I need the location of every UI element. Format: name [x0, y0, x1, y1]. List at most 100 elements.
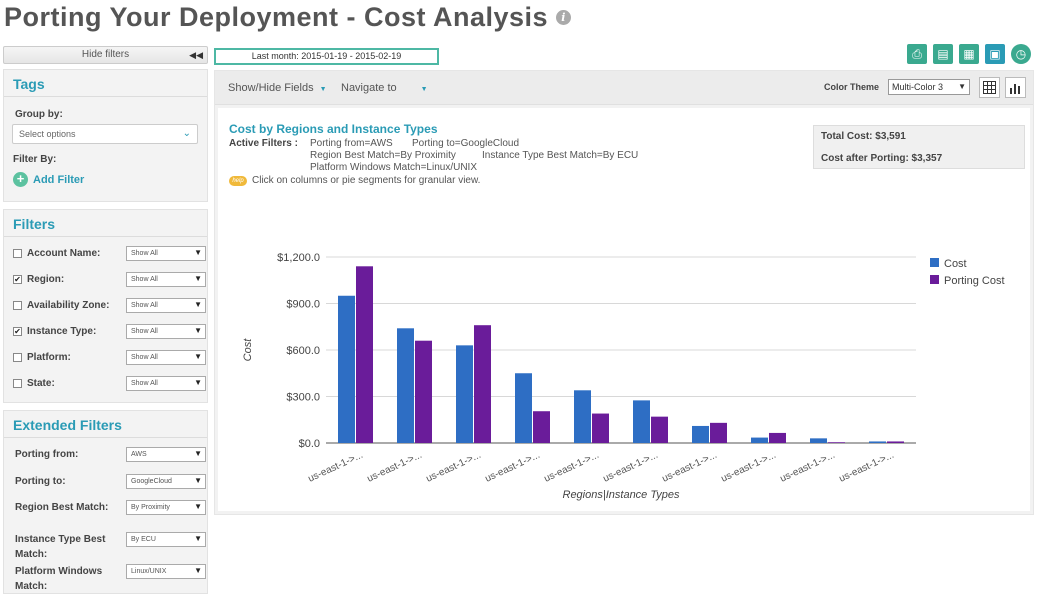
x-axis-label: Regions|Instance Types [563, 489, 680, 501]
help-icon: help [229, 175, 247, 186]
filter-select[interactable]: Show All ▼ [126, 271, 206, 287]
filter-checkbox[interactable] [13, 300, 22, 310]
filter-select[interactable]: Show All ▼ [126, 375, 206, 391]
bar-porting-cost[interactable] [828, 442, 845, 443]
filter-row: ✔ Instance Type: Show All ▼ [13, 323, 207, 339]
cost-bar-chart: $0.0 $300.0 $600.0 $900.0 $1,200.0 us-east-1-… [242, 252, 1005, 501]
bar-chart-icon [1010, 84, 1020, 94]
save-icon[interactable]: ▣ [985, 44, 1005, 64]
filter-checkbox[interactable]: ✔ [13, 274, 22, 284]
extended-filter-label: Porting from: [15, 449, 79, 460]
filter-select[interactable]: Show All ▼ [126, 349, 206, 365]
legend-swatch [930, 275, 939, 284]
dropdown-arrow-icon: ▼ [194, 351, 202, 361]
filter-select-value: Show All [131, 353, 158, 361]
filter-select[interactable]: Show All ▼ [126, 297, 206, 313]
y-tick-label: $1,200.0 [277, 252, 320, 264]
bar-porting-cost[interactable] [356, 266, 373, 443]
bar-cost[interactable] [810, 438, 827, 443]
filter-label: State: [27, 377, 55, 389]
schedule-icon[interactable]: ◷ [1011, 44, 1031, 64]
filter-row: Platform: Show All ▼ [13, 349, 207, 365]
y-tick-label: $900.0 [286, 299, 320, 311]
bar-porting-cost[interactable] [887, 441, 904, 443]
extended-filter-row: Instance Type Best Match: By ECU ▼ [15, 532, 207, 562]
x-tick-label: us-east-1->... [365, 450, 423, 485]
dropdown-arrow-icon: ▼ [194, 449, 202, 458]
pdf-icon[interactable]: ⎙ [907, 44, 927, 64]
bar-cost[interactable] [692, 425, 709, 443]
bar-porting-cost[interactable] [769, 432, 786, 443]
report-title: Cost by Regions and Instance Types [229, 122, 438, 136]
add-filter-button[interactable]: + Add Filter [13, 172, 84, 187]
bar-porting-cost[interactable] [533, 411, 550, 443]
bar-cost[interactable] [397, 328, 414, 443]
filter-checkbox[interactable] [13, 378, 22, 388]
color-theme-select[interactable]: Multi-Color 3 ▼ [888, 79, 970, 95]
color-theme-label: Color Theme [824, 82, 880, 92]
bar-cost[interactable] [574, 390, 591, 443]
extended-filter-value: GoogleCloud [131, 478, 172, 485]
show-hide-fields-dropdown[interactable]: Show/Hide Fields ▼ [228, 82, 327, 94]
dropdown-arrow-icon: ▼ [194, 325, 202, 335]
x-tick-label: us-east-1->... [424, 450, 482, 485]
chart-view-button[interactable] [1005, 77, 1026, 98]
dropdown-arrow-icon: ▼ [194, 299, 202, 309]
extended-filter-value: By ECU [131, 536, 156, 543]
filter-select-value: Show All [131, 249, 158, 257]
bar-cost[interactable] [515, 373, 532, 443]
cost-after-porting: Cost after Porting: $3,357 [821, 153, 943, 164]
dropdown-arrow-icon: ▼ [194, 534, 202, 543]
extended-filter-select[interactable]: Linux/UNIX ▼ [126, 564, 206, 579]
bar-cost[interactable] [869, 441, 886, 443]
report-icon[interactable]: ▤ [933, 44, 953, 64]
caret-down-icon: ▼ [319, 86, 327, 93]
extended-filter-label: Platform Windows Match: [15, 566, 103, 592]
group-by-select[interactable]: Select options ⌄ [12, 124, 198, 144]
grid-icon [983, 81, 996, 94]
dropdown-arrow-icon: ▼ [194, 566, 202, 575]
x-tick-label: us-east-1->... [542, 450, 600, 485]
filter-select[interactable]: Show All ▼ [126, 245, 206, 261]
filter-row: Availability Zone: Show All ▼ [13, 297, 207, 313]
bar-porting-cost[interactable] [474, 325, 491, 443]
bar-cost[interactable] [633, 400, 650, 443]
csv-icon[interactable]: ▦ [959, 44, 979, 64]
extended-filter-value: AWS [131, 451, 147, 458]
bar-cost[interactable] [456, 345, 473, 443]
filter-label: Region: [27, 273, 65, 285]
navigate-to-label: Navigate to [341, 82, 397, 94]
main-panel: Show/Hide Fields ▼ Navigate to ▼ Color The… [214, 70, 1034, 515]
bar-porting-cost[interactable] [651, 416, 668, 443]
x-tick-label: us-east-1->... [306, 450, 364, 485]
filter-row: Account Name: Show All ▼ [13, 245, 207, 261]
bar-porting-cost[interactable] [592, 413, 609, 443]
y-tick-label: $0.0 [299, 438, 320, 450]
dropdown-arrow-icon: ▼ [194, 502, 202, 511]
extended-filter-select[interactable]: By ECU ▼ [126, 532, 206, 547]
hint: help Click on columns or pie segments fo… [229, 175, 480, 186]
bar-cost[interactable] [338, 295, 355, 443]
table-view-button[interactable] [979, 77, 1000, 98]
y-axis-label: Cost [242, 338, 254, 362]
extended-filters-title: Extended Filters [4, 411, 207, 438]
bar-cost[interactable] [751, 437, 768, 443]
info-icon[interactable]: i [556, 10, 572, 25]
y-tick-label: $600.0 [286, 345, 320, 357]
bar-porting-cost[interactable] [415, 340, 432, 443]
extended-filter-select[interactable]: By Proximity ▼ [126, 500, 206, 515]
filter-select[interactable]: Show All ▼ [126, 323, 206, 339]
filter-label: Availability Zone: [27, 299, 110, 311]
extended-filter-select[interactable]: AWS ▼ [126, 447, 206, 462]
add-filter-label: Add Filter [33, 173, 85, 186]
navigate-to-dropdown[interactable]: Navigate to ▼ [341, 82, 428, 94]
bar-porting-cost[interactable] [710, 422, 727, 443]
filter-by-label: Filter By: [13, 154, 57, 165]
filter-checkbox[interactable] [13, 352, 22, 362]
x-tick-label: us-east-1->... [483, 450, 541, 485]
filter-checkbox[interactable] [13, 248, 22, 258]
extended-filter-select[interactable]: GoogleCloud ▼ [126, 474, 206, 489]
filter-checkbox[interactable]: ✔ [13, 326, 22, 336]
date-range-picker[interactable]: Last month: 2015-01-19 - 2015-02-19 [214, 48, 439, 65]
hide-filters-button[interactable]: Hide filters ◀◀ [3, 46, 208, 64]
